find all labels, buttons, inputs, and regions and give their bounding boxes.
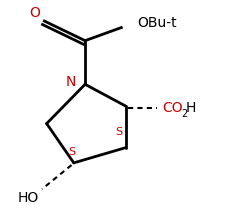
Text: H: H — [186, 101, 196, 115]
Text: HO: HO — [18, 191, 39, 205]
Text: CO: CO — [162, 101, 183, 115]
Text: 2: 2 — [181, 109, 188, 119]
Text: N: N — [66, 75, 76, 89]
Text: OBu-t: OBu-t — [137, 16, 177, 30]
Text: S: S — [115, 127, 123, 137]
Text: O: O — [29, 6, 40, 20]
Text: S: S — [68, 147, 75, 157]
